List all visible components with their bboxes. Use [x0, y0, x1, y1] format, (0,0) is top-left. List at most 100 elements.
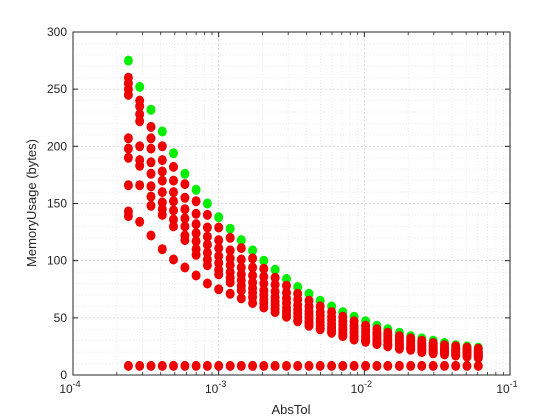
- y-tick-label: 50: [54, 311, 68, 325]
- data-point: [135, 116, 145, 127]
- data-point: [236, 360, 246, 371]
- data-point: [202, 222, 212, 233]
- data-point: [225, 223, 235, 234]
- data-point: [123, 180, 133, 191]
- data-point: [349, 360, 359, 371]
- data-point: [327, 360, 337, 371]
- data-point: [169, 360, 178, 371]
- data-point: [169, 205, 178, 216]
- data-point: [157, 175, 167, 186]
- data-point: [394, 343, 404, 354]
- x-tick-label: 10-2: [351, 379, 372, 396]
- y-tick-label: 150: [47, 197, 67, 211]
- data-point: [259, 360, 269, 371]
- data-point: [338, 360, 348, 371]
- data-point: [225, 232, 235, 243]
- data-point: [214, 284, 224, 295]
- data-point: [191, 360, 201, 371]
- data-point: [146, 181, 156, 192]
- data-point: [236, 262, 246, 273]
- data-point: [135, 216, 145, 227]
- data-point: [169, 254, 178, 265]
- data-point: [282, 280, 291, 291]
- data-point: [146, 191, 156, 202]
- data-point: [214, 235, 224, 246]
- data-point: [123, 55, 133, 66]
- data-point: [236, 254, 246, 265]
- x-tick-label: 10-3: [205, 379, 226, 396]
- data-point: [191, 249, 201, 260]
- x-tick-labels: 10-4 10-3 10-2 10-1: [59, 379, 517, 396]
- data-point: [169, 187, 178, 198]
- data-point: [372, 339, 382, 350]
- data-point: [180, 262, 190, 273]
- data-point: [135, 360, 145, 371]
- data-point: [383, 360, 393, 371]
- data-point: [157, 244, 167, 255]
- data-points: [123, 55, 483, 371]
- y-tick-label: 250: [47, 82, 67, 96]
- data-point: [146, 200, 156, 211]
- data-point: [383, 341, 393, 352]
- data-point: [473, 360, 483, 371]
- data-point: [248, 298, 258, 308]
- data-point: [214, 360, 224, 371]
- data-point: [214, 243, 224, 254]
- data-point: [248, 262, 258, 273]
- data-point: [157, 126, 167, 137]
- data-point: [315, 360, 325, 371]
- data-point: [135, 81, 145, 92]
- data-point: [180, 204, 190, 215]
- data-point: [157, 187, 167, 198]
- data-point: [282, 360, 291, 371]
- data-point: [202, 260, 212, 271]
- data-point: [123, 152, 133, 163]
- data-point: [248, 253, 258, 264]
- data-point: [225, 277, 235, 288]
- data-point: [180, 360, 190, 371]
- data-point: [462, 360, 472, 371]
- data-point: [146, 121, 156, 132]
- data-point: [361, 360, 371, 371]
- x-tick-label: 10-4: [59, 379, 80, 396]
- data-point: [135, 141, 145, 152]
- data-point: [202, 239, 212, 250]
- data-point: [191, 208, 201, 219]
- data-point: [146, 230, 156, 241]
- data-point: [123, 143, 133, 154]
- data-point: [202, 231, 212, 242]
- data-point: [180, 168, 190, 179]
- data-point: [146, 104, 156, 115]
- data-point: [304, 288, 314, 299]
- data-point: [248, 360, 258, 371]
- data-point: [157, 166, 167, 177]
- data-point: [135, 101, 145, 112]
- data-point: [225, 360, 235, 371]
- data-point: [214, 251, 224, 262]
- data-point: [123, 211, 133, 222]
- data-point: [270, 360, 280, 371]
- data-point: [236, 235, 246, 246]
- data-point: [180, 213, 190, 224]
- data-point: [202, 278, 212, 289]
- data-point: [180, 179, 190, 190]
- y-tick-label: 0: [60, 368, 67, 382]
- data-point: [180, 235, 190, 246]
- data-point: [259, 278, 269, 289]
- data-point: [191, 196, 201, 207]
- data-point: [202, 198, 212, 209]
- data-point: [417, 360, 427, 371]
- data-point: [259, 263, 269, 274]
- y-tick-label: 200: [47, 139, 67, 153]
- data-point: [146, 360, 156, 371]
- data-point: [236, 285, 246, 296]
- axis-ticks: [72, 31, 511, 376]
- data-point: [169, 221, 178, 232]
- data-point: [428, 360, 438, 371]
- data-point: [440, 360, 449, 371]
- data-point: [282, 311, 291, 322]
- data-point: [191, 236, 201, 247]
- data-point: [157, 155, 167, 166]
- data-point: [123, 133, 133, 144]
